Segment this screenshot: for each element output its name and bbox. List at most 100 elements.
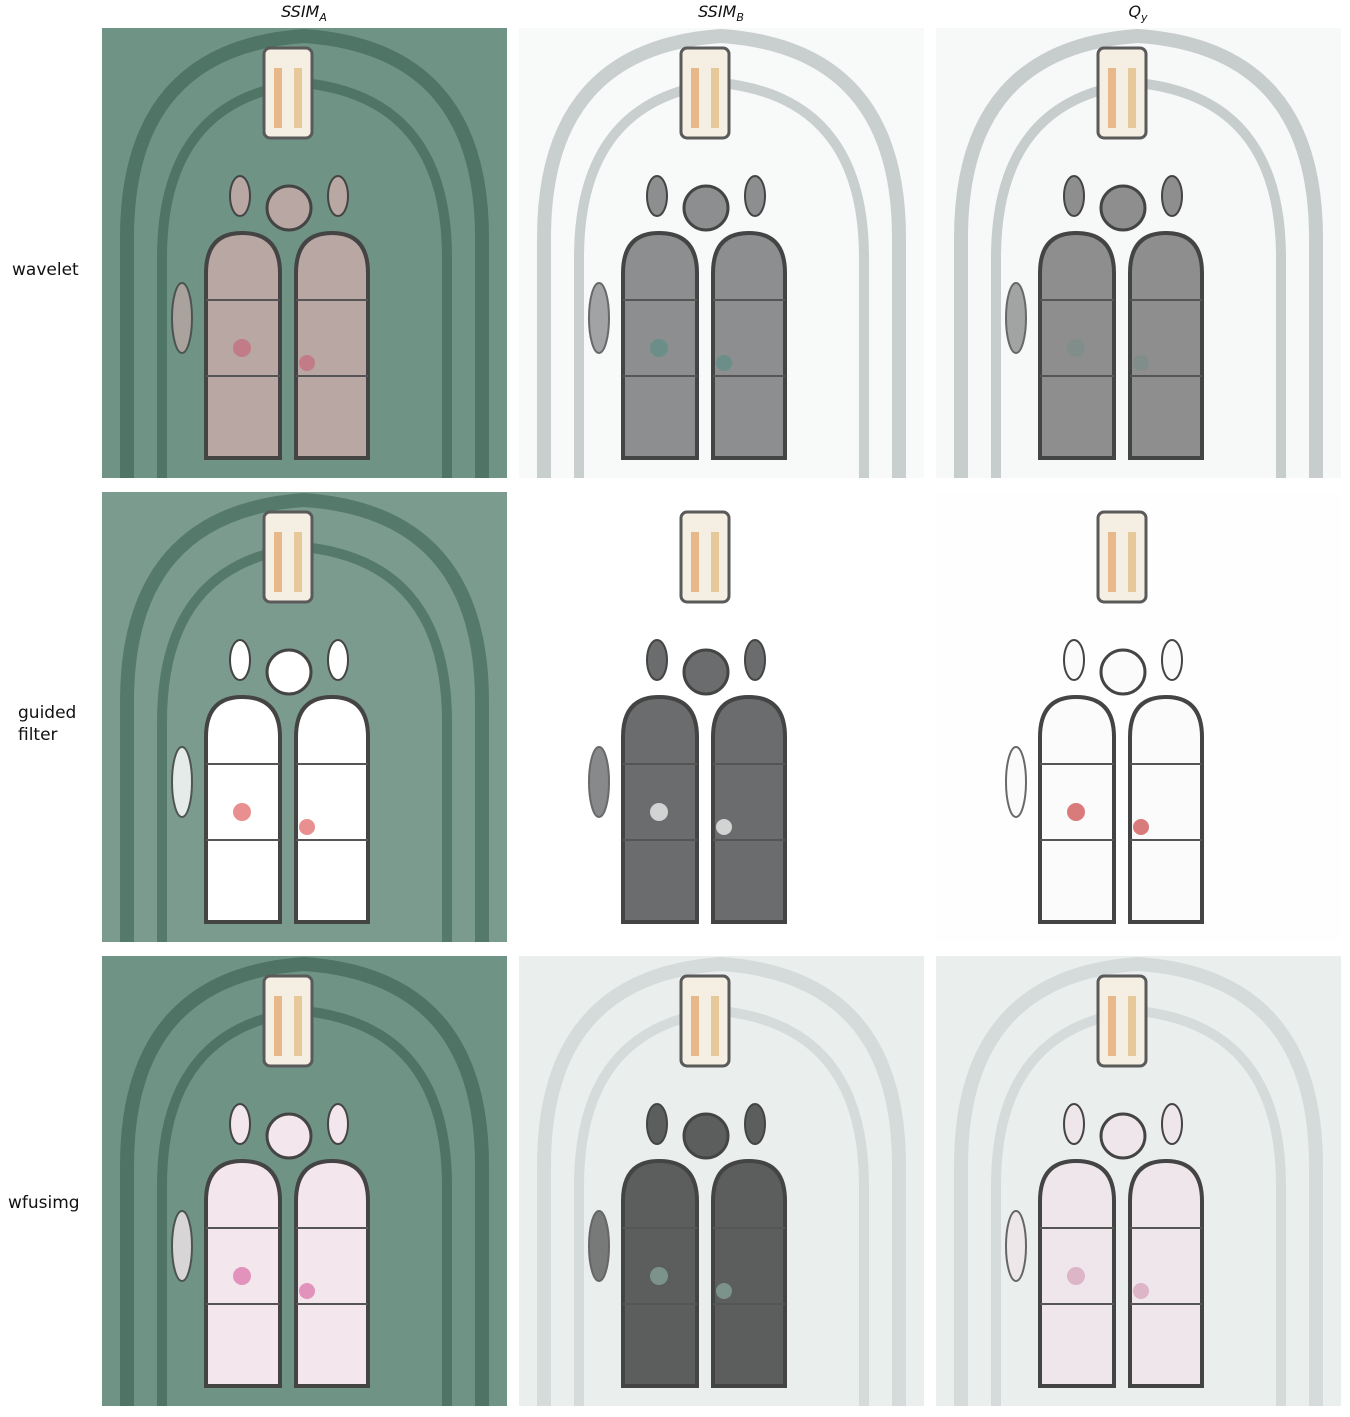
- church-window-image: [519, 28, 924, 478]
- lancet-right: [711, 1158, 787, 1388]
- lantern-glass: [1128, 996, 1136, 1056]
- tracery-right: [1161, 639, 1183, 681]
- panel-guided-filter-qy: [936, 492, 1341, 942]
- side-reflection: [171, 1210, 193, 1282]
- outer-arch: [537, 28, 906, 478]
- lancet-right: [294, 230, 370, 460]
- outer-arch: [954, 492, 1323, 942]
- glass-highlight: [1067, 1267, 1085, 1285]
- tracery-left: [1063, 639, 1085, 681]
- glass-highlight: [650, 339, 668, 357]
- tracery-right: [1161, 175, 1183, 217]
- tracery-right: [744, 639, 766, 681]
- tracery-left: [229, 639, 251, 681]
- tracery-rose: [265, 1112, 313, 1160]
- glass-highlight: [1067, 803, 1085, 821]
- church-window-image: [936, 956, 1341, 1406]
- panel-wfusimg-ssim-a: [102, 956, 507, 1406]
- side-reflection: [1005, 282, 1027, 354]
- church-window-image: [936, 492, 1341, 942]
- glass-highlight: [233, 1267, 251, 1285]
- outer-arch: [954, 956, 1323, 1406]
- tracery-rose: [682, 648, 730, 696]
- tracery-right: [1161, 1103, 1183, 1145]
- tracery-right: [744, 1103, 766, 1145]
- panel-wfusimg-qy: [936, 956, 1341, 1406]
- tracery-left: [646, 1103, 668, 1145]
- lantern-glass: [274, 68, 282, 128]
- column-title-qy: Qy: [1128, 2, 1148, 25]
- lantern-glass: [1128, 68, 1136, 128]
- outer-arch: [537, 492, 906, 942]
- glass-highlight: [1133, 355, 1149, 371]
- lantern-glass: [711, 68, 719, 128]
- glass-highlight: [299, 819, 315, 835]
- lantern-glass: [711, 532, 719, 592]
- tracery-rose: [265, 648, 313, 696]
- glass-highlight: [650, 1267, 668, 1285]
- tracery-left: [1063, 175, 1085, 217]
- lantern-glass: [294, 532, 302, 592]
- lantern-glass: [274, 532, 282, 592]
- glass-highlight: [233, 339, 251, 357]
- lantern: [1096, 46, 1148, 140]
- glass-highlight: [716, 1283, 732, 1299]
- tracery-left: [646, 175, 668, 217]
- lantern-glass: [294, 996, 302, 1056]
- lancet-right: [711, 230, 787, 460]
- panel-wavelet-qy: [936, 28, 1341, 478]
- side-reflection: [171, 282, 193, 354]
- row-label-wavelet: wavelet: [12, 260, 79, 280]
- panel-guided-filter-ssim-b: [519, 492, 924, 942]
- tracery-left: [1063, 1103, 1085, 1145]
- lantern-glass: [1108, 532, 1116, 592]
- glass-highlight: [1067, 339, 1085, 357]
- panel-wfusimg-ssim-b: [519, 956, 924, 1406]
- glass-highlight: [1133, 819, 1149, 835]
- panel-guided-filter-ssim-a: [102, 492, 507, 942]
- panel-wavelet-ssim-a: [102, 28, 507, 478]
- panel-wavelet-ssim-b: [519, 28, 924, 478]
- row-label-guided-filter: guided filter: [18, 703, 77, 745]
- tracery-right: [327, 1103, 349, 1145]
- tracery-rose: [1099, 648, 1147, 696]
- lantern-glass: [294, 68, 302, 128]
- lancet-right: [1128, 694, 1204, 924]
- outer-arch: [954, 28, 1323, 478]
- tracery-right: [327, 639, 349, 681]
- lantern: [1096, 510, 1148, 604]
- outer-arch: [120, 28, 489, 478]
- lantern-glass: [1128, 532, 1136, 592]
- glass-highlight: [299, 355, 315, 371]
- side-reflection: [1005, 746, 1027, 818]
- tracery-rose: [1099, 1112, 1147, 1160]
- row-label-wfusimg: wfusimg: [8, 1193, 80, 1213]
- lantern: [1096, 974, 1148, 1068]
- lancet-right: [294, 694, 370, 924]
- tracery-rose: [682, 184, 730, 232]
- lantern-glass: [1108, 996, 1116, 1056]
- church-window-image: [102, 28, 507, 478]
- tracery-rose: [1099, 184, 1147, 232]
- glass-highlight: [299, 1283, 315, 1299]
- side-reflection: [588, 282, 610, 354]
- lantern: [262, 510, 314, 604]
- lantern-glass: [274, 996, 282, 1056]
- outer-arch: [120, 492, 489, 942]
- lancet-right: [711, 694, 787, 924]
- lantern-glass: [1108, 68, 1116, 128]
- church-window-image: [519, 492, 924, 942]
- lantern: [679, 46, 731, 140]
- glass-highlight: [233, 803, 251, 821]
- glass-highlight: [716, 355, 732, 371]
- glass-highlight: [1133, 1283, 1149, 1299]
- outer-arch: [120, 956, 489, 1406]
- side-reflection: [588, 1210, 610, 1282]
- column-title-ssim-a: SSIMA: [281, 2, 327, 25]
- church-window-image: [936, 28, 1341, 478]
- glass-highlight: [650, 803, 668, 821]
- church-window-image: [519, 956, 924, 1406]
- side-reflection: [1005, 1210, 1027, 1282]
- lantern-glass: [691, 68, 699, 128]
- tracery-left: [229, 1103, 251, 1145]
